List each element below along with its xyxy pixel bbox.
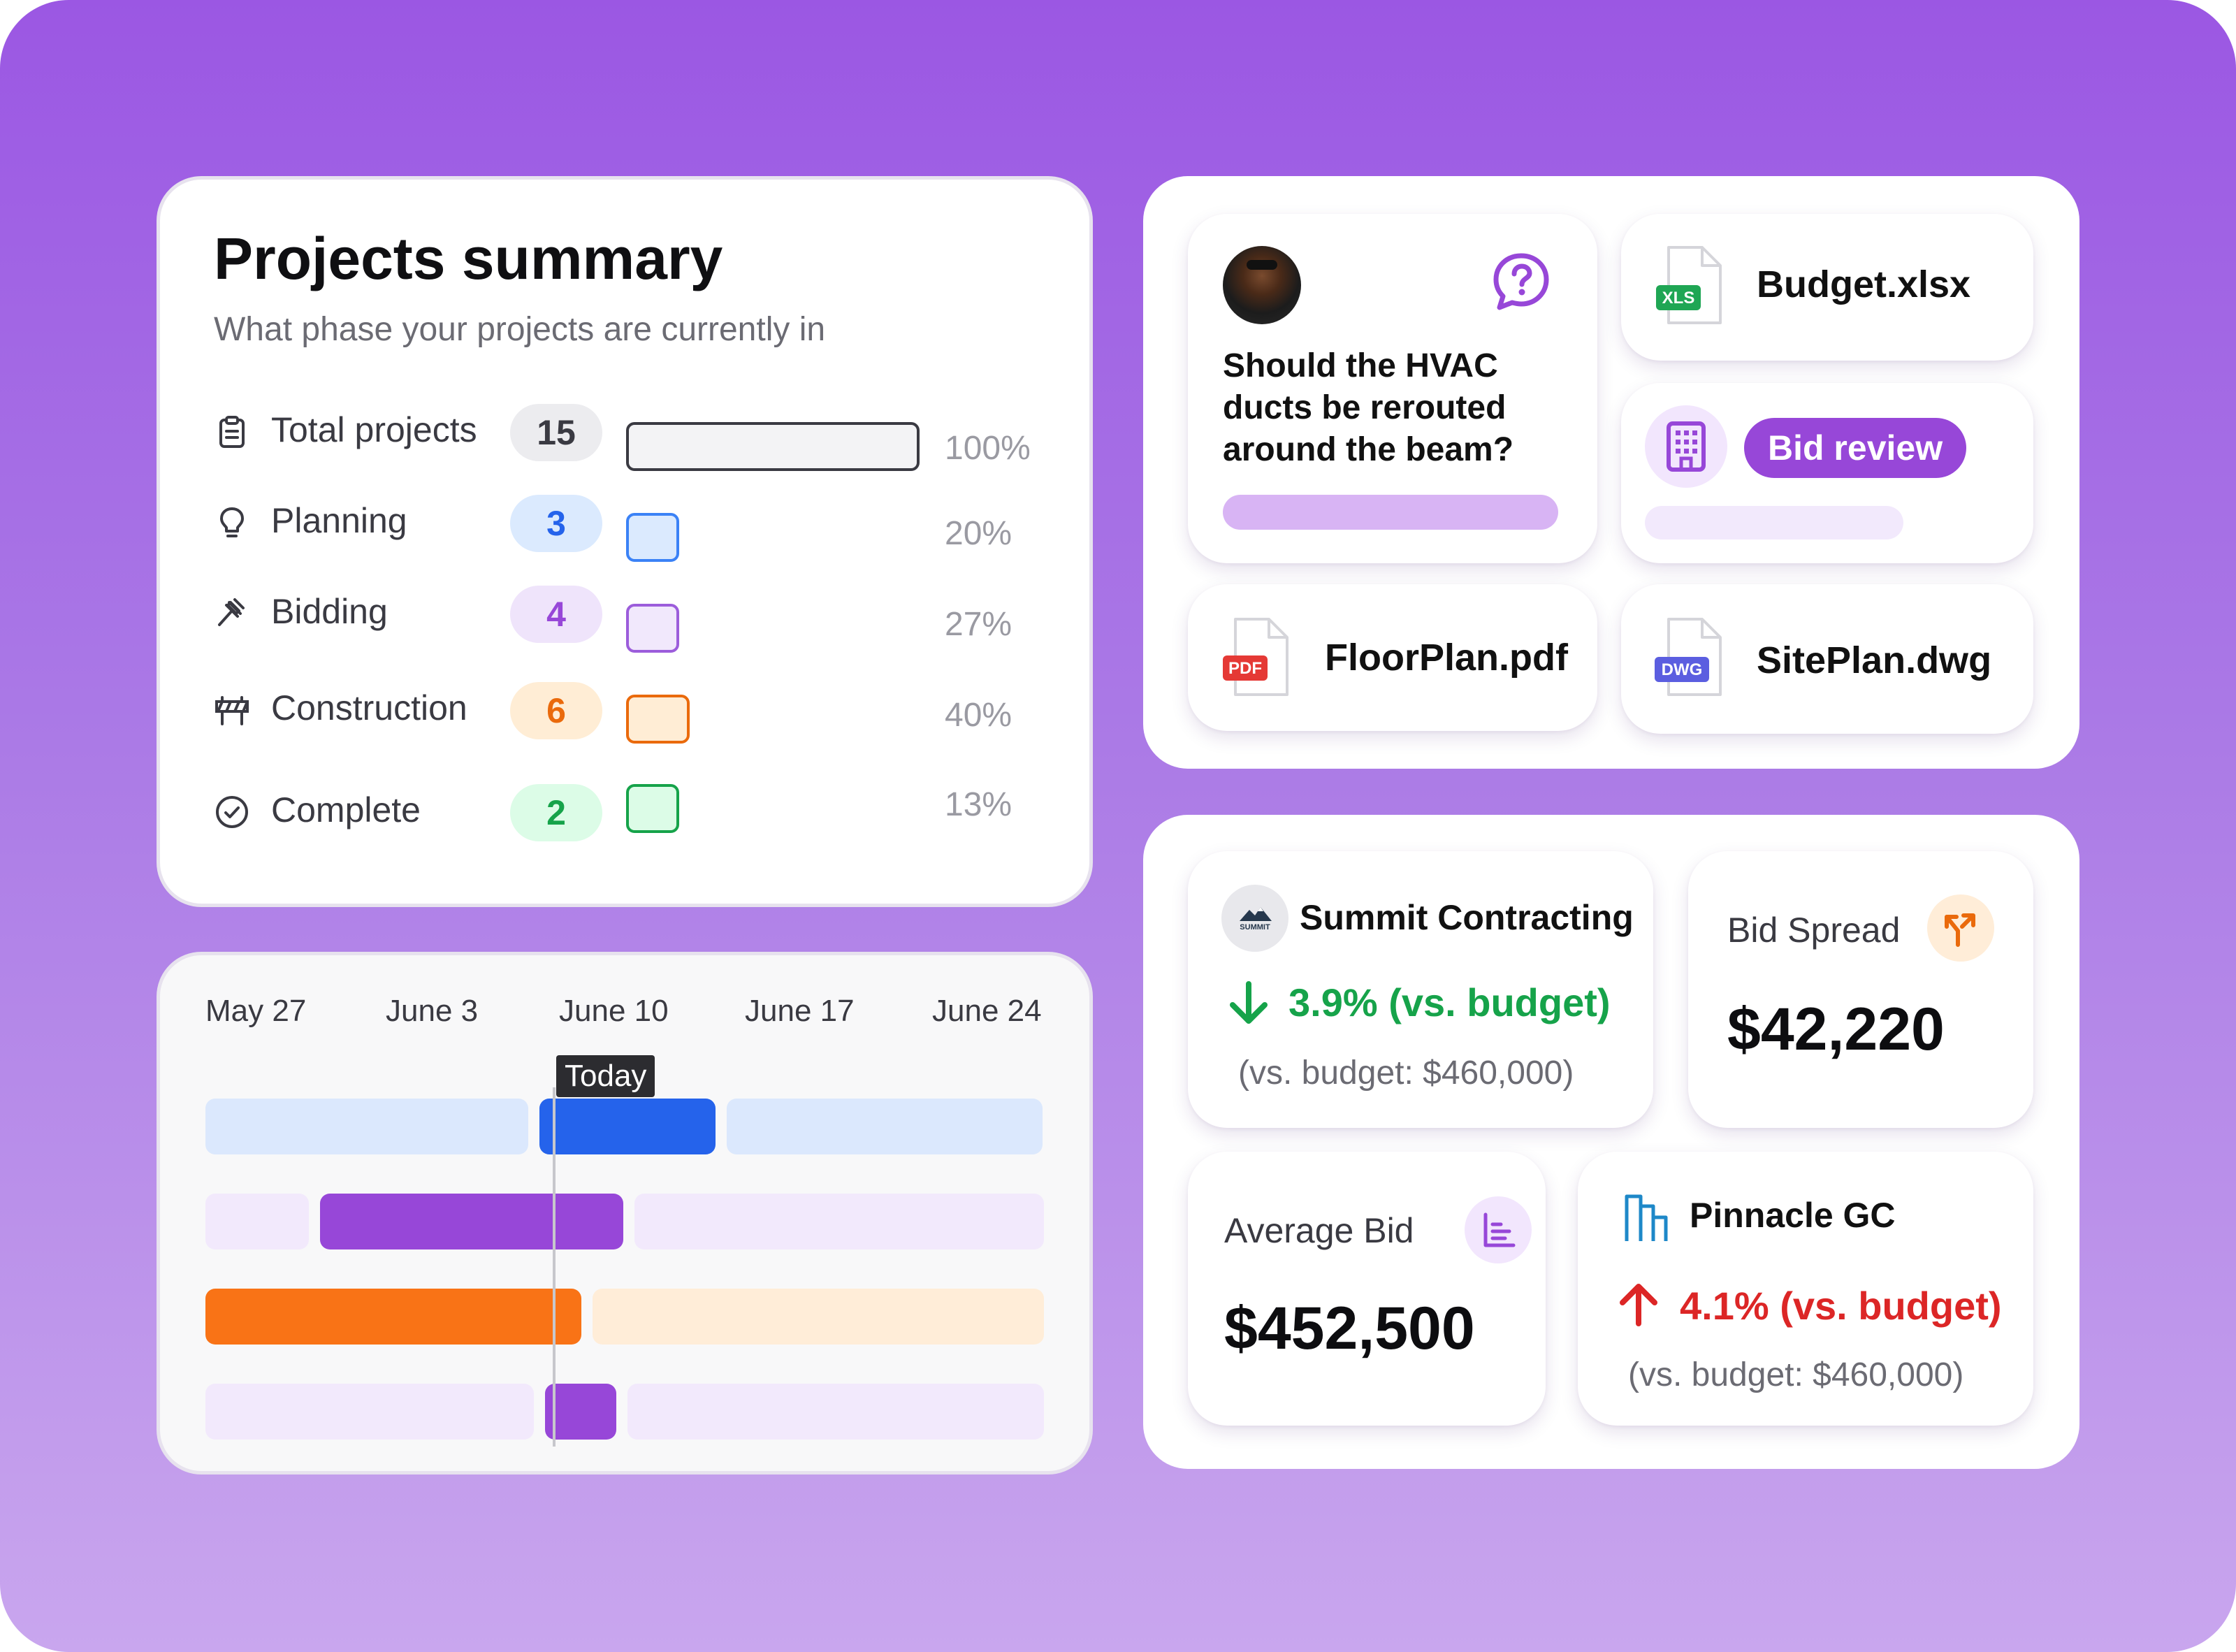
- count-pill: 3: [510, 495, 602, 552]
- summit-logo: SUMMIT: [1221, 885, 1288, 952]
- phase-bar: [626, 695, 690, 744]
- timeline-bar[interactable]: [205, 1194, 309, 1249]
- row-label: Bidding: [271, 592, 388, 631]
- percent-label: 40%: [945, 697, 1012, 734]
- count-pill: 4: [510, 586, 602, 643]
- timeline-date: June 3: [386, 994, 479, 1028]
- question-bubble-icon[interactable]: [1490, 250, 1553, 313]
- phase-bar: [626, 422, 920, 471]
- average-bid-value: $452,500: [1224, 1295, 1475, 1362]
- dwg-file-icon: DWG: [1653, 616, 1726, 699]
- file-name: Budget.xlsx: [1757, 263, 1971, 305]
- check-circle-icon: [214, 794, 250, 830]
- bar-chart-icon: [1465, 1196, 1532, 1263]
- percent-label: 100%: [945, 430, 1031, 467]
- pdf-file-icon: PDF: [1220, 616, 1293, 699]
- company-name: Pinnacle GC: [1690, 1196, 1896, 1235]
- timeline-bar[interactable]: [593, 1289, 1044, 1345]
- phase-bar: [626, 513, 679, 562]
- row-label: Complete: [271, 790, 421, 829]
- split-arrows-icon: [1927, 894, 1994, 962]
- bid-change: 4.1% (vs. budget): [1680, 1284, 2002, 1328]
- timeline-bar[interactable]: [205, 1384, 534, 1440]
- phase-bar: [626, 784, 679, 833]
- placeholder-bar: [1645, 506, 1903, 539]
- timeline-bar[interactable]: [205, 1289, 581, 1345]
- barrier-icon: [214, 692, 250, 728]
- bid-card-pinnacle[interactable]: [1578, 1152, 2033, 1426]
- arrow-up-icon: [1614, 1280, 1663, 1329]
- xls-file-icon: XLS: [1653, 245, 1726, 327]
- avatar: [1223, 246, 1301, 324]
- bid-change: 3.9% (vs. budget): [1288, 980, 1611, 1024]
- file-name: FloorPlan.pdf: [1325, 637, 1568, 679]
- count-pill: 6: [510, 682, 602, 739]
- timeline-bar[interactable]: [627, 1384, 1044, 1440]
- timeline-date: June 10: [559, 994, 669, 1028]
- timeline-bar[interactable]: [727, 1099, 1043, 1154]
- summit-logo-text: SUMMIT: [1240, 923, 1270, 932]
- row-label: Total projects: [271, 410, 477, 449]
- timeline-bar[interactable]: [634, 1194, 1044, 1249]
- percent-label: 27%: [945, 606, 1012, 643]
- phase-bar: [626, 604, 679, 653]
- percent-label: 20%: [945, 515, 1012, 552]
- timeline-bar[interactable]: [205, 1099, 528, 1154]
- svg-text:PDF: PDF: [1228, 659, 1262, 678]
- arrow-down-icon: [1224, 978, 1273, 1027]
- today-line: [553, 1087, 556, 1447]
- today-label: Today: [556, 1055, 655, 1097]
- svg-text:DWG: DWG: [1662, 660, 1703, 679]
- page-subtitle: What phase your projects are currently i…: [214, 311, 826, 348]
- bid-budget-note: (vs. budget: $460,000): [1628, 1356, 1964, 1393]
- company-name: Summit Contracting: [1300, 898, 1634, 937]
- count-pill: 15: [510, 404, 602, 461]
- bid-spread-value: $42,220: [1727, 996, 1945, 1063]
- bid-review-badge[interactable]: Bid review: [1744, 418, 1967, 478]
- timeline-bar[interactable]: [545, 1384, 616, 1440]
- svg-text:XLS: XLS: [1662, 289, 1695, 307]
- row-label: Planning: [271, 501, 407, 540]
- bid-spread-card[interactable]: [1688, 851, 2033, 1128]
- timeline-bar[interactable]: [539, 1099, 716, 1154]
- lightbulb-icon: [214, 505, 250, 541]
- pinnacle-logo: [1622, 1192, 1670, 1242]
- file-name: SitePlan.dwg: [1757, 639, 1992, 681]
- gavel-icon: [214, 595, 250, 632]
- bid-spread-label: Bid Spread: [1727, 911, 1901, 950]
- question-text: Should the HVAC ducts be rerouted around…: [1223, 347, 1514, 468]
- row-label: Construction: [271, 688, 467, 727]
- reply-placeholder-bar: [1223, 495, 1558, 530]
- percent-label: 13%: [945, 786, 1012, 823]
- average-bid-label: Average Bid: [1224, 1211, 1414, 1250]
- page-title: Projects summary: [214, 226, 723, 291]
- timeline-bar[interactable]: [320, 1194, 623, 1249]
- timeline-date: May 27: [205, 994, 307, 1028]
- timeline-date: June 24: [932, 994, 1042, 1028]
- count-pill: 2: [510, 784, 602, 841]
- clipboard-icon: [214, 414, 250, 450]
- building-icon: [1645, 405, 1727, 488]
- timeline-date: June 17: [745, 994, 855, 1028]
- average-bid-card[interactable]: [1188, 1152, 1546, 1426]
- bid-budget-note: (vs. budget: $460,000): [1238, 1055, 1574, 1092]
- projects-summary-panel: [157, 176, 1093, 907]
